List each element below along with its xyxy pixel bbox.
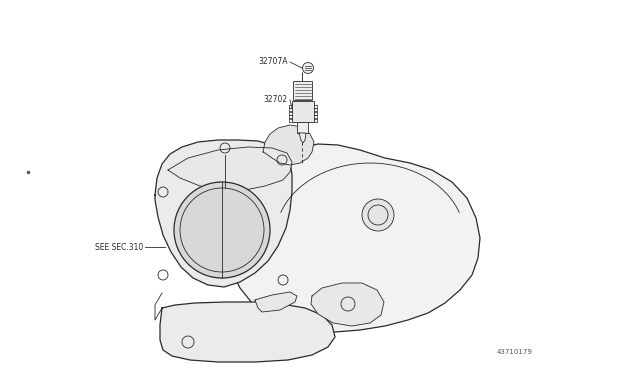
Polygon shape xyxy=(228,144,480,332)
Polygon shape xyxy=(168,147,292,190)
Polygon shape xyxy=(155,140,292,287)
Polygon shape xyxy=(160,302,335,362)
Circle shape xyxy=(174,182,270,278)
Text: 32707A: 32707A xyxy=(259,58,288,67)
Text: 43710179: 43710179 xyxy=(497,349,533,355)
Polygon shape xyxy=(311,283,384,326)
Circle shape xyxy=(303,62,314,74)
Text: 32702: 32702 xyxy=(264,96,288,105)
Polygon shape xyxy=(255,292,297,312)
Circle shape xyxy=(362,199,394,231)
Text: SEE SEC.310: SEE SEC.310 xyxy=(95,243,143,251)
Polygon shape xyxy=(299,133,306,143)
FancyBboxPatch shape xyxy=(294,81,312,100)
Bar xyxy=(292,101,314,122)
Polygon shape xyxy=(263,125,314,165)
Bar xyxy=(297,122,308,133)
